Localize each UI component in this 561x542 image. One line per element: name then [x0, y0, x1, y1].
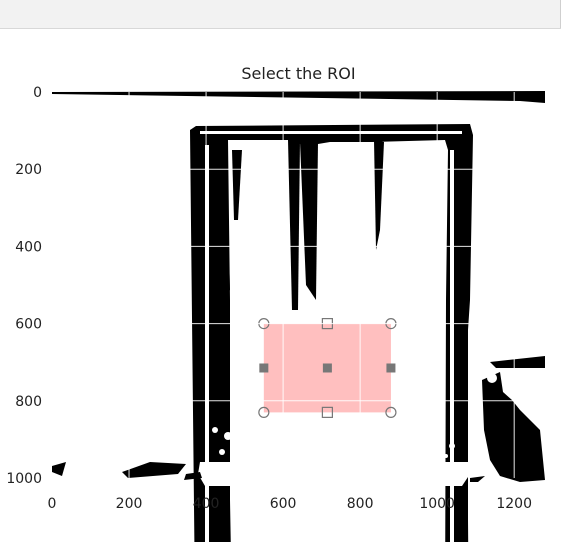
streak-4 — [214, 160, 230, 300]
x-axis: 0 200 400 600 800 1000 1200 — [48, 496, 532, 512]
y-tick-label: 600 — [15, 317, 42, 333]
right-blob — [482, 372, 545, 482]
streak-2 — [300, 142, 318, 300]
right-blob-top — [490, 356, 545, 368]
y-tick-label: 800 — [15, 394, 42, 410]
figure-toolbar — [0, 0, 561, 29]
y-axis: 0 200 400 600 800 1000 — [6, 85, 42, 487]
roi-center-handle[interactable] — [259, 363, 269, 373]
y-tick-label: 1000 — [6, 471, 42, 487]
plot-title: Select the ROI — [241, 64, 356, 83]
y-tick-label: 400 — [15, 239, 42, 255]
roi-center-handle[interactable] — [386, 363, 396, 373]
x-tick-label: 600 — [270, 496, 297, 512]
roi-edge-handle[interactable] — [321, 406, 333, 418]
y-tick-label: 200 — [15, 162, 42, 178]
grid — [52, 92, 545, 478]
streak-3 — [374, 140, 384, 250]
streak-5 — [232, 150, 242, 220]
bottom-fragment-3 — [184, 472, 202, 480]
bottom-fragment-2 — [122, 462, 186, 478]
bottom-fragment-4 — [470, 476, 485, 482]
roi-corner-handle[interactable] — [385, 406, 397, 418]
streak-1 — [288, 140, 300, 310]
x-tick-label: 1200 — [496, 496, 532, 512]
rib-right — [450, 150, 454, 542]
glass-base — [198, 462, 470, 486]
x-tick-label: 0 — [48, 496, 57, 512]
rib-left — [205, 145, 209, 542]
x-tick-label: 200 — [116, 496, 143, 512]
glass-rim — [200, 131, 462, 134]
right-blob-hole — [487, 373, 497, 383]
image-top-wedge — [52, 91, 545, 103]
roi-corner-handle[interactable] — [258, 406, 270, 418]
x-tick-label: 1000 — [419, 496, 455, 512]
bottom-left-fragment — [52, 462, 66, 476]
roi-selector[interactable] — [258, 318, 397, 418]
x-tick-label: 800 — [347, 496, 374, 512]
x-tick-label: 400 — [193, 496, 220, 512]
image-content — [52, 91, 545, 542]
roi-center-handle[interactable] — [322, 363, 332, 373]
y-tick-label: 0 — [33, 85, 42, 101]
